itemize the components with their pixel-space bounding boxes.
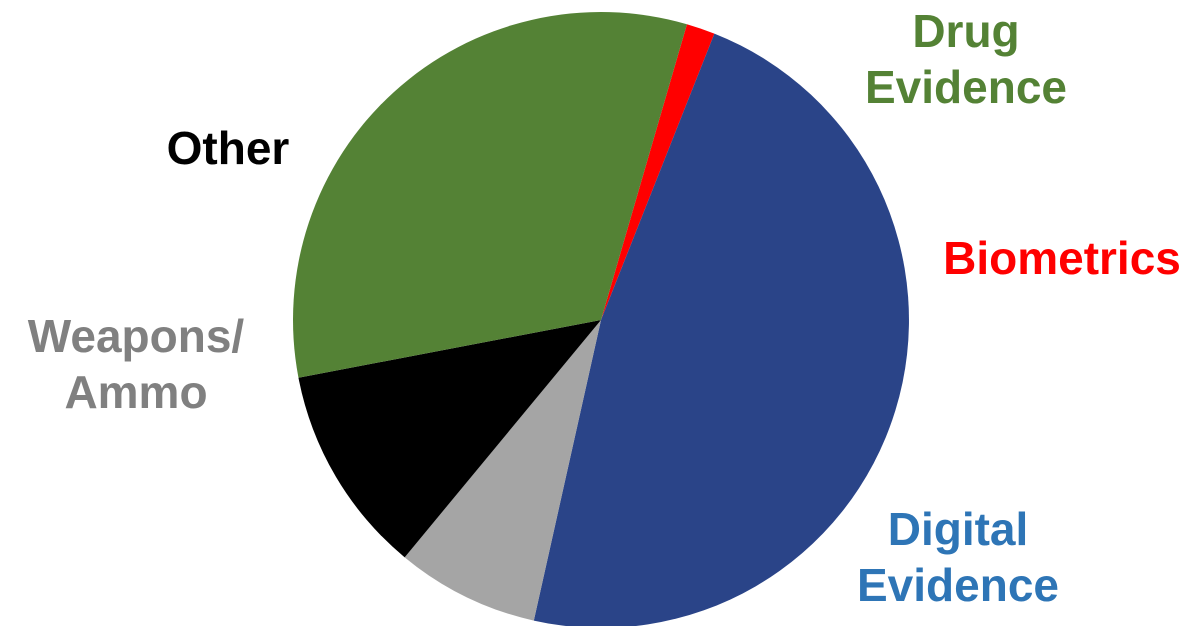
pie-slices bbox=[293, 12, 909, 626]
slice-label-line: Weapons/ bbox=[28, 310, 245, 362]
slice-label-line: Ammo bbox=[64, 366, 207, 418]
slice-label-line: Other bbox=[167, 122, 290, 174]
slice-label-weapons-ammo: Weapons/Ammo bbox=[28, 310, 245, 418]
slice-label-line: Biometrics bbox=[943, 232, 1181, 284]
slice-label-line: Evidence bbox=[865, 61, 1067, 113]
slice-label-other: Other bbox=[167, 122, 290, 174]
slice-label-drug-evidence: Drug Evidence bbox=[865, 5, 1067, 113]
slice-label-line: Digital bbox=[888, 503, 1029, 555]
slice-label-digital-evidence: Digital Evidence bbox=[857, 503, 1059, 611]
slice-label-biometrics: Biometrics bbox=[943, 232, 1181, 284]
slice-label-line: Drug bbox=[912, 5, 1019, 57]
slice-label-line: Evidence bbox=[857, 559, 1059, 611]
